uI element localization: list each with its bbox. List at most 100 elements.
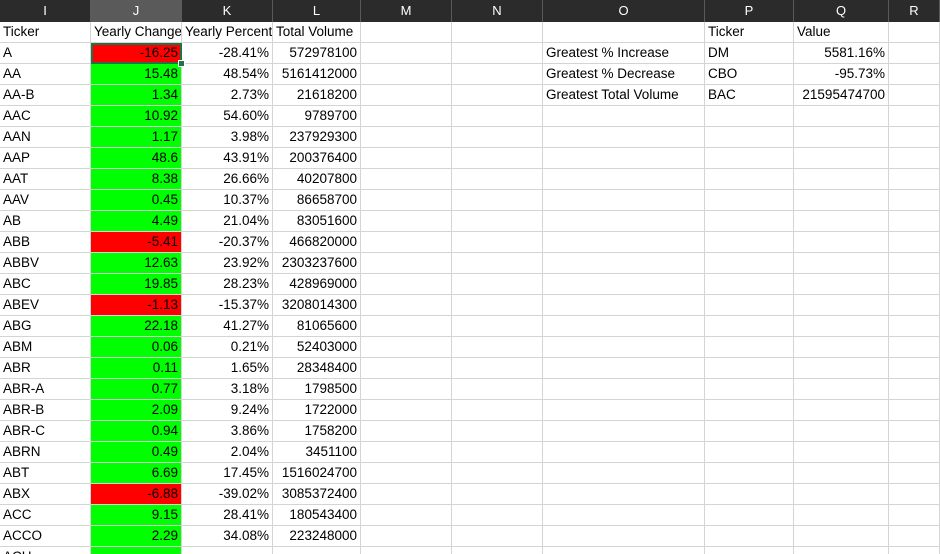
column-header-n[interactable]: N: [452, 0, 543, 22]
empty-cell[interactable]: [543, 358, 705, 379]
empty-cell[interactable]: [361, 400, 452, 421]
empty-cell[interactable]: [452, 442, 543, 463]
empty-cell[interactable]: [543, 379, 705, 400]
column-header-o[interactable]: O: [543, 0, 705, 22]
empty-cell[interactable]: [889, 547, 940, 554]
ticker-cell[interactable]: ABR-C: [0, 421, 91, 442]
yearly-percent-cell[interactable]: 28.41%: [182, 505, 273, 526]
empty-cell[interactable]: [543, 421, 705, 442]
ticker-cell[interactable]: AAC: [0, 106, 91, 127]
empty-cell[interactable]: [889, 211, 940, 232]
header-total-volume[interactable]: Total Volume: [273, 22, 361, 43]
empty-cell[interactable]: [889, 190, 940, 211]
empty-cell[interactable]: [705, 211, 794, 232]
empty-cell[interactable]: [794, 232, 889, 253]
empty-cell[interactable]: [889, 43, 940, 64]
yearly-percent-cell[interactable]: -39.02%: [182, 484, 273, 505]
column-header-k[interactable]: K: [182, 0, 273, 22]
empty-cell[interactable]: [794, 316, 889, 337]
empty-cell[interactable]: [361, 547, 452, 554]
empty-cell[interactable]: [794, 211, 889, 232]
empty-cell[interactable]: [889, 232, 940, 253]
empty-cell[interactable]: [361, 211, 452, 232]
total-volume-cell[interactable]: 3085372400: [273, 484, 361, 505]
ticker-cell[interactable]: AAP: [0, 148, 91, 169]
header-yearly-percent[interactable]: Yearly Percent: [182, 22, 273, 43]
empty-cell[interactable]: [705, 295, 794, 316]
header-yearly-change[interactable]: Yearly Change: [91, 22, 182, 43]
total-volume-cell[interactable]: 9789700: [273, 106, 361, 127]
total-volume-cell[interactable]: 28348400: [273, 358, 361, 379]
empty-cell[interactable]: [452, 85, 543, 106]
total-volume-cell[interactable]: 2303237600: [273, 253, 361, 274]
empty-cell[interactable]: [361, 106, 452, 127]
total-volume-cell[interactable]: 237929300: [273, 127, 361, 148]
empty-cell[interactable]: [794, 547, 889, 554]
empty-cell[interactable]: [889, 463, 940, 484]
summary-label-cell[interactable]: Greatest Total Volume: [543, 85, 705, 106]
empty-cell[interactable]: [889, 148, 940, 169]
yearly-change-cell[interactable]: 9.15: [91, 505, 182, 526]
empty-cell[interactable]: [705, 190, 794, 211]
column-header-j[interactable]: J: [91, 0, 182, 22]
empty-cell[interactable]: [705, 253, 794, 274]
empty-cell[interactable]: [889, 64, 940, 85]
total-volume-cell[interactable]: 86658700: [273, 190, 361, 211]
ticker-cell[interactable]: AAV: [0, 190, 91, 211]
empty-cell[interactable]: [543, 400, 705, 421]
yearly-change-cell[interactable]: 2.09: [91, 400, 182, 421]
yearly-percent-cell[interactable]: 43.91%: [182, 148, 273, 169]
ticker-cell[interactable]: AAN: [0, 127, 91, 148]
ticker-cell[interactable]: ABX: [0, 484, 91, 505]
total-volume-cell[interactable]: 428969000: [273, 274, 361, 295]
yearly-change-cell[interactable]: 22.18: [91, 316, 182, 337]
yearly-change-cell[interactable]: 2.29: [91, 526, 182, 547]
yearly-percent-cell[interactable]: 9.24%: [182, 400, 273, 421]
empty-cell[interactable]: [705, 169, 794, 190]
yearly-change-cell[interactable]: 4.49: [91, 211, 182, 232]
yearly-change-cell[interactable]: -6.88: [91, 484, 182, 505]
total-volume-cell[interactable]: 223248000: [273, 526, 361, 547]
empty-cell[interactable]: [705, 463, 794, 484]
empty-cell[interactable]: [889, 127, 940, 148]
total-volume-cell[interactable]: 5161412000: [273, 64, 361, 85]
empty-cell[interactable]: [705, 337, 794, 358]
summary-value-cell[interactable]: 5581.16%: [794, 43, 889, 64]
yearly-percent-cell[interactable]: 3.18%: [182, 379, 273, 400]
empty-cell[interactable]: [452, 106, 543, 127]
empty-cell[interactable]: [794, 526, 889, 547]
yearly-change-cell[interactable]: 0.77: [91, 379, 182, 400]
yearly-percent-cell[interactable]: -20.37%: [182, 232, 273, 253]
empty-cell[interactable]: [794, 190, 889, 211]
empty-cell[interactable]: [361, 43, 452, 64]
empty-cell[interactable]: [794, 505, 889, 526]
empty-cell[interactable]: [889, 316, 940, 337]
empty-cell[interactable]: [794, 484, 889, 505]
empty-cell[interactable]: [361, 442, 452, 463]
empty-cell[interactable]: [543, 253, 705, 274]
empty-cell[interactable]: [543, 337, 705, 358]
empty-cell[interactable]: [452, 43, 543, 64]
empty-cell[interactable]: [452, 316, 543, 337]
total-volume-cell[interactable]: 83051600: [273, 211, 361, 232]
yearly-change-cell[interactable]: 1.17: [91, 127, 182, 148]
yearly-change-cell[interactable]: -1.13: [91, 295, 182, 316]
empty-cell[interactable]: [452, 148, 543, 169]
ticker-cell[interactable]: ABRN: [0, 442, 91, 463]
empty-cell[interactable]: [452, 505, 543, 526]
ticker-cell[interactable]: ABT: [0, 463, 91, 484]
yearly-change-cell[interactable]: 12.63: [91, 253, 182, 274]
yearly-percent-cell[interactable]: 3.86%: [182, 421, 273, 442]
total-volume-cell[interactable]: 1758200: [273, 421, 361, 442]
yearly-percent-cell[interactable]: 1.65%: [182, 358, 273, 379]
empty-cell[interactable]: [361, 232, 452, 253]
empty-cell[interactable]: [794, 337, 889, 358]
yearly-change-cell[interactable]: 48.6: [91, 148, 182, 169]
empty-cell[interactable]: [452, 127, 543, 148]
yearly-percent-cell[interactable]: 41.27%: [182, 316, 273, 337]
yearly-change-cell[interactable]: 1.34: [91, 85, 182, 106]
empty-cell[interactable]: [705, 148, 794, 169]
empty-cell[interactable]: [452, 547, 543, 554]
summary-ticker-header[interactable]: Ticker: [705, 22, 794, 43]
empty-cell[interactable]: [543, 232, 705, 253]
